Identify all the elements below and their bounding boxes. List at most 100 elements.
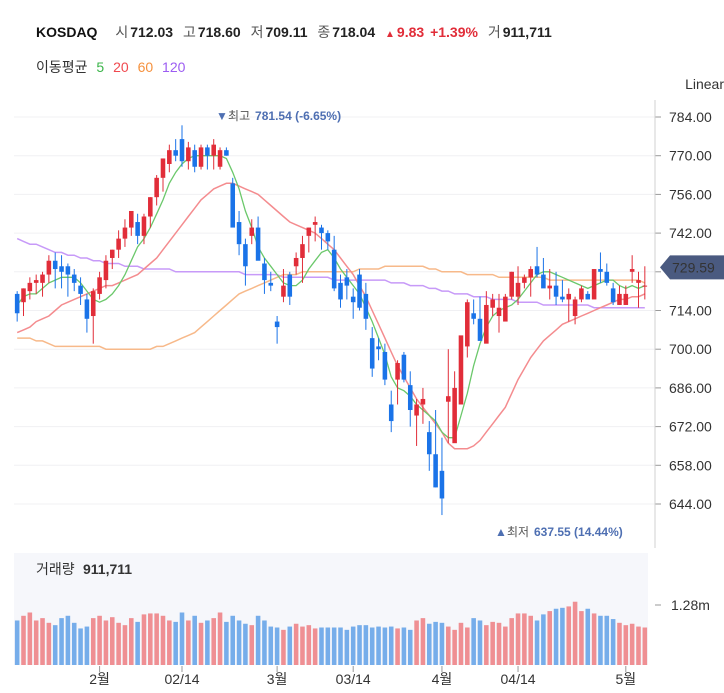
volume-bar bbox=[591, 613, 597, 665]
candle-down bbox=[388, 404, 394, 422]
candle-down bbox=[255, 227, 261, 261]
volume-bar bbox=[205, 620, 210, 665]
x-tick-label: 2월 bbox=[89, 671, 110, 687]
candle-down bbox=[407, 385, 413, 411]
y-tick-label: 770.00 bbox=[669, 148, 712, 164]
x-tick-label: 4월 bbox=[432, 671, 453, 687]
volume-bar bbox=[103, 620, 109, 665]
candle-up bbox=[160, 158, 166, 178]
close-value: 718.04 bbox=[332, 24, 376, 40]
candle-down bbox=[173, 150, 178, 156]
ma-legend-120[interactable]: 120 bbox=[162, 59, 186, 75]
candle-up bbox=[27, 282, 33, 292]
volume-bar bbox=[167, 620, 172, 665]
candle-up bbox=[636, 280, 641, 283]
volume-bars bbox=[14, 601, 648, 665]
volume-bar bbox=[52, 625, 58, 665]
volume-bar bbox=[71, 622, 77, 665]
volume-bar bbox=[541, 614, 546, 665]
candle-down bbox=[71, 274, 77, 283]
candle-down bbox=[319, 227, 324, 234]
volume-bar bbox=[528, 615, 533, 665]
candle-down bbox=[344, 277, 350, 286]
candle-down bbox=[135, 222, 140, 236]
candle-down bbox=[541, 274, 546, 289]
volume-bar bbox=[129, 618, 134, 665]
volume-bar bbox=[503, 626, 508, 665]
volume-bar bbox=[27, 612, 33, 665]
volume-title-value: 911,711 bbox=[83, 561, 132, 577]
volume-bar bbox=[433, 621, 438, 665]
volume-bar bbox=[363, 625, 369, 665]
volume-bar bbox=[186, 620, 191, 665]
candle-up bbox=[503, 296, 508, 322]
volume-bar bbox=[598, 615, 603, 665]
high-label: 최고 bbox=[228, 109, 250, 123]
candle-up bbox=[642, 285, 648, 287]
candle-down bbox=[274, 321, 280, 328]
candle-down bbox=[262, 263, 267, 281]
candle-up bbox=[414, 404, 419, 416]
close-label: 종 bbox=[317, 24, 331, 40]
volume-bar bbox=[33, 620, 39, 665]
candle-down bbox=[604, 271, 610, 283]
candle-up bbox=[211, 144, 216, 156]
moving-average-legend[interactable]: 이동평균 5 20 60 120 bbox=[36, 57, 190, 77]
volume-bar bbox=[40, 618, 45, 665]
volume-bar bbox=[376, 626, 381, 665]
volume-bar bbox=[585, 608, 591, 665]
volume-bar bbox=[579, 611, 584, 665]
volume-bar bbox=[217, 612, 223, 665]
candle-up bbox=[249, 227, 255, 236]
x-tick-label: 04/14 bbox=[501, 671, 536, 687]
ma5-line bbox=[16, 155, 646, 439]
candle-up bbox=[90, 291, 96, 317]
volume-bar bbox=[350, 626, 356, 665]
y-tick-label: 686.00 bbox=[669, 380, 712, 396]
volume-bar bbox=[617, 622, 622, 665]
volume-bar bbox=[439, 622, 445, 665]
volume-bar bbox=[572, 601, 578, 665]
candle-up bbox=[312, 222, 318, 225]
volume-bar bbox=[490, 621, 495, 665]
volume-bar bbox=[59, 618, 64, 665]
volume-bar bbox=[395, 628, 400, 665]
volume-bar bbox=[325, 627, 331, 665]
volume-bar bbox=[160, 615, 166, 665]
candle-down bbox=[363, 293, 369, 319]
change-percent: +1.39% bbox=[430, 24, 478, 40]
volume-bar bbox=[224, 621, 229, 665]
volume-bar bbox=[566, 606, 572, 665]
ma-legend-20[interactable]: 20 bbox=[113, 59, 129, 75]
volume-bar bbox=[78, 628, 83, 665]
candle-up bbox=[496, 307, 502, 317]
candle-down bbox=[598, 269, 603, 272]
candle-up bbox=[579, 288, 584, 300]
volume-bar bbox=[236, 620, 242, 665]
volume-bar bbox=[369, 627, 375, 665]
candle-up bbox=[420, 398, 426, 405]
candle-down bbox=[401, 354, 407, 380]
candle-up bbox=[572, 299, 578, 317]
candle-down bbox=[14, 293, 20, 314]
y-tick-label: 784.00 bbox=[669, 109, 712, 125]
volume-bar bbox=[274, 627, 280, 665]
candle-down bbox=[426, 432, 432, 455]
candle-down bbox=[560, 296, 565, 300]
y-tick-label: 658.00 bbox=[669, 457, 712, 473]
volume-bar bbox=[249, 625, 255, 665]
ma-legend-60[interactable]: 60 bbox=[137, 59, 154, 75]
volume-bar bbox=[331, 627, 337, 665]
candle-down bbox=[205, 147, 210, 156]
candle-down bbox=[477, 318, 483, 341]
candle-down bbox=[376, 346, 381, 350]
volume-bar bbox=[306, 625, 312, 665]
candle-up bbox=[515, 282, 521, 297]
candle-up bbox=[97, 277, 102, 294]
ma-legend-5[interactable]: 5 bbox=[96, 59, 105, 75]
high-value: 781.54 (-6.65%) bbox=[255, 109, 341, 123]
candle-up bbox=[154, 177, 159, 198]
candle-up bbox=[490, 299, 495, 308]
scale-toggle[interactable]: Linear bbox=[685, 76, 724, 92]
